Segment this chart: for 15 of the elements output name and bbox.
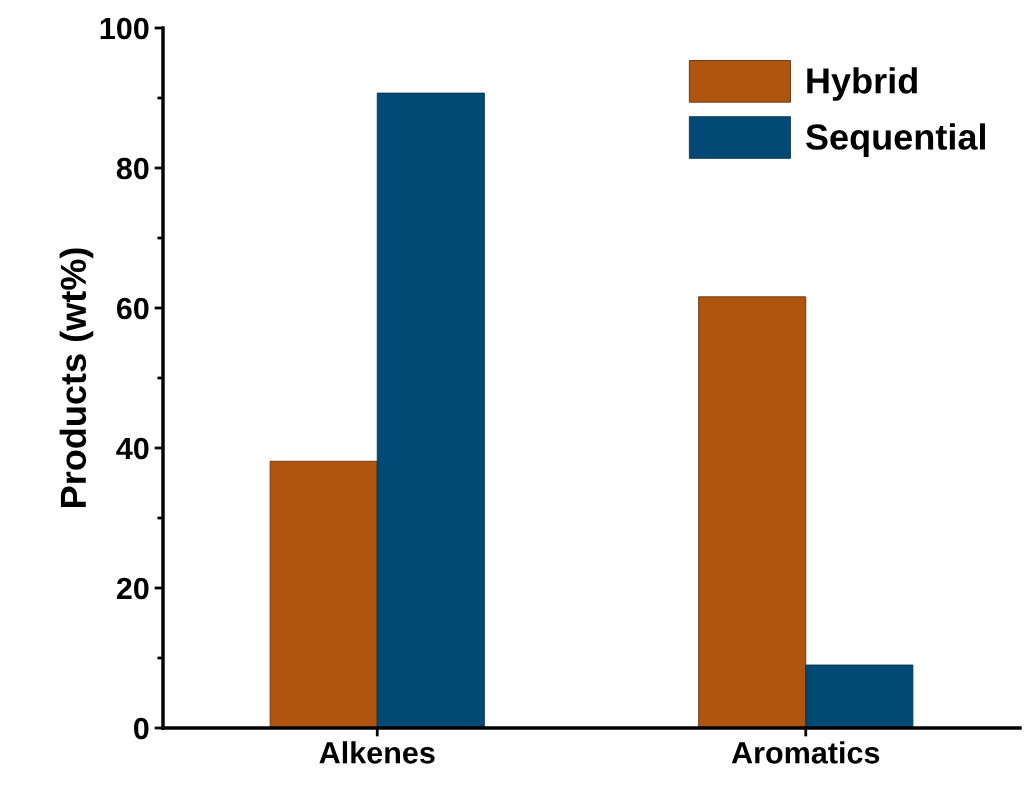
legend-label: Hybrid (807, 67, 917, 101)
bar (805, 664, 914, 728)
y-axis-title: Products (wt%) (59, 248, 94, 507)
x-tick-label: Aromatics (731, 741, 880, 764)
bar (269, 460, 378, 728)
bar (376, 92, 485, 728)
y-tick-label: 20 (116, 577, 149, 600)
y-tick-label: 60 (116, 297, 149, 320)
legend-label: Sequential (805, 123, 985, 158)
y-tick-label: 100 (100, 17, 149, 40)
y-tick-label: 40 (116, 437, 149, 460)
bar (698, 296, 807, 728)
y-tick-label: 80 (116, 157, 149, 180)
y-tick-label: 0 (134, 717, 149, 740)
x-tick-label: Alkenes (319, 741, 435, 764)
